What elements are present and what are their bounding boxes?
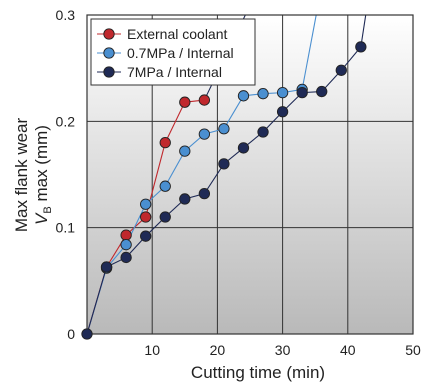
data-point — [257, 88, 269, 100]
series-markers — [81, 41, 367, 340]
plot-frame — [86, 14, 414, 335]
y-axis-title-subscript: B — [42, 206, 54, 213]
tick-labels: 10 20 30 40 50 0 0.1 0.2 0.3 — [56, 7, 421, 358]
legend-label: 0.7MPa / Internal — [127, 45, 234, 61]
legend-box — [90, 18, 256, 86]
data-point — [257, 126, 269, 138]
series-tail-2 — [360, 15, 367, 47]
y-tick-label: 0 — [67, 326, 75, 342]
data-point — [120, 229, 132, 241]
data-point — [140, 230, 152, 242]
y-axis-title-variable: V — [32, 212, 51, 225]
x-tick-label: 30 — [275, 342, 291, 358]
series-tail-1 — [301, 15, 317, 90]
y-tick-label: 0.1 — [56, 220, 76, 236]
data-point — [81, 328, 93, 340]
legend-label: External coolant — [127, 26, 228, 42]
y-axis-title: Max flank wear VB max (mm) — [12, 118, 54, 233]
data-point — [276, 86, 289, 99]
data-point — [218, 123, 230, 135]
data-point — [355, 41, 367, 53]
y-tick-label: 0.2 — [56, 113, 76, 129]
legend-marker — [103, 47, 115, 59]
x-tick-label: 50 — [405, 342, 421, 358]
data-point — [140, 198, 152, 210]
x-tick-label: 10 — [144, 342, 160, 358]
y-axis-title-line2: VB max (mm) — [32, 125, 54, 225]
data-point — [100, 261, 113, 273]
legend-label: 7MPa / Internal — [127, 64, 222, 80]
data-point — [276, 106, 289, 118]
data-point — [198, 187, 211, 200]
data-point — [179, 193, 191, 205]
data-point — [159, 136, 171, 149]
data-point — [237, 90, 250, 102]
data-point — [335, 64, 347, 76]
data-point — [179, 145, 191, 157]
y-axis-title-line1: Max flank wear — [12, 118, 31, 233]
data-point — [140, 211, 152, 223]
data-point — [316, 85, 328, 98]
data-point — [218, 158, 230, 170]
data-point — [237, 142, 250, 154]
legend: External coolant 0.7MPa / Internal 7MPa / … — [90, 18, 256, 86]
data-point — [120, 251, 132, 264]
legend-marker — [103, 28, 115, 40]
x-tick-label: 40 — [340, 342, 356, 358]
data-point — [296, 86, 308, 99]
data-point — [198, 128, 211, 140]
data-point — [159, 211, 171, 223]
x-tick-label: 20 — [210, 342, 226, 358]
y-tick-label: 0.3 — [56, 7, 76, 23]
data-point — [198, 94, 211, 106]
data-point — [179, 96, 191, 108]
x-axis-title: Cutting time (min) — [191, 363, 325, 382]
legend-marker — [103, 66, 115, 78]
y-axis-title-rest: max (mm) — [32, 125, 51, 206]
data-point — [120, 239, 132, 251]
data-point — [159, 180, 171, 192]
